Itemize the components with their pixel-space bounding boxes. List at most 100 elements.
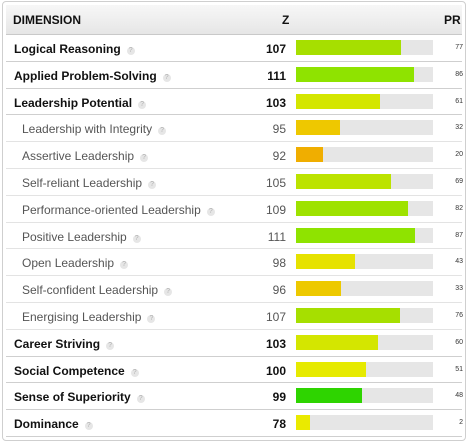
table-row: Energising Leadership? 107 76 bbox=[6, 303, 463, 330]
percentile-rank: 76 bbox=[455, 311, 463, 319]
dimension-label: Career Striving? bbox=[14, 336, 115, 351]
results-panel: DIMENSION Z PR Logical Reasoning? 107 77 Ap… bbox=[2, 1, 466, 441]
score-bar bbox=[296, 227, 433, 243]
score-bar bbox=[296, 200, 433, 216]
percentile-rank: 2 bbox=[459, 419, 463, 427]
score-bar-fill bbox=[296, 281, 342, 297]
help-icon[interactable]: ? bbox=[132, 234, 141, 243]
percentile-rank: 69 bbox=[455, 177, 463, 185]
table-row: Dominance? 78 2 bbox=[6, 410, 463, 437]
percentile-rank: 48 bbox=[455, 392, 463, 400]
score-bar bbox=[296, 415, 433, 431]
dimension-label: Sense of Superiority? bbox=[14, 390, 145, 404]
table-row: Sense of Superiority? 99 48 bbox=[6, 383, 463, 411]
z-score: 100 bbox=[265, 363, 286, 378]
dimension-label: Positive Leadership? bbox=[22, 230, 141, 244]
score-bar bbox=[296, 361, 433, 377]
percentile-rank: 77 bbox=[455, 44, 463, 51]
score-bar bbox=[296, 388, 433, 404]
dimension-name: Sense of Superiority bbox=[14, 390, 131, 405]
z-score: 109 bbox=[265, 202, 286, 217]
dimension-name: Leadership with Integrity bbox=[22, 122, 153, 137]
dimension-label: Performance-oriented Leadership? bbox=[22, 203, 215, 217]
header-z: Z bbox=[282, 13, 290, 27]
help-icon[interactable]: ? bbox=[140, 154, 149, 163]
dimension-label: Self-reliant Leadership? bbox=[22, 176, 157, 190]
dimension-label: Open Leadership? bbox=[22, 256, 129, 270]
z-score: 96 bbox=[272, 283, 286, 298]
help-icon[interactable]: ? bbox=[136, 395, 145, 404]
z-score: 107 bbox=[265, 42, 286, 56]
table-row: Assertive Leadership? 92 20 bbox=[6, 142, 463, 169]
score-bar bbox=[296, 281, 433, 297]
score-bar bbox=[296, 93, 433, 109]
percentile-rank: 33 bbox=[455, 285, 463, 293]
help-icon[interactable]: ? bbox=[120, 261, 129, 270]
dimension-name: Positive Leadership bbox=[22, 229, 127, 244]
help-icon[interactable]: ? bbox=[106, 341, 115, 350]
help-icon[interactable]: ? bbox=[130, 368, 139, 377]
percentile-rank: 43 bbox=[455, 258, 463, 266]
help-icon[interactable]: ? bbox=[164, 288, 173, 297]
score-bar-fill bbox=[296, 120, 340, 136]
dimension-name: Performance-oriented Leadership bbox=[22, 202, 201, 217]
score-bar-fill bbox=[296, 361, 366, 377]
dimension-label: Applied Problem-Solving? bbox=[14, 69, 171, 83]
help-icon[interactable]: ? bbox=[148, 180, 157, 189]
z-score: 105 bbox=[265, 175, 286, 190]
dimension-rows: Logical Reasoning? 107 77 Applied Problem-S… bbox=[6, 35, 463, 437]
score-bar bbox=[296, 307, 433, 323]
score-bar-fill bbox=[296, 93, 380, 109]
score-bar-fill bbox=[296, 388, 362, 404]
header-dimension: DIMENSION bbox=[13, 13, 82, 27]
table-row: Logical Reasoning? 107 77 bbox=[6, 35, 463, 62]
z-score: 98 bbox=[272, 256, 286, 271]
score-bar-fill bbox=[296, 200, 409, 216]
score-bar-fill bbox=[296, 254, 355, 270]
dimension-name: Assertive Leadership bbox=[22, 149, 135, 164]
table-row: Open Leadership? 98 43 bbox=[6, 249, 463, 277]
z-score: 78 bbox=[272, 417, 286, 432]
percentile-rank: 51 bbox=[455, 365, 463, 373]
dimension-name: Energising Leadership bbox=[22, 309, 142, 324]
percentile-rank: 82 bbox=[455, 204, 463, 212]
help-icon[interactable]: ? bbox=[138, 100, 147, 109]
score-bar-fill bbox=[296, 415, 310, 431]
score-bar bbox=[296, 40, 433, 55]
percentile-rank: 32 bbox=[455, 124, 463, 132]
score-bar bbox=[296, 66, 433, 82]
z-score: 103 bbox=[265, 95, 286, 110]
z-score: 111 bbox=[267, 229, 286, 244]
dimension-label: Energising Leadership? bbox=[22, 309, 156, 324]
dimension-label: Leadership with Integrity? bbox=[22, 122, 167, 137]
z-score: 99 bbox=[272, 390, 286, 405]
dimension-name: Applied Problem-Solving bbox=[14, 68, 157, 83]
table-row: Leadership Potential? 103 61 bbox=[6, 89, 463, 116]
table-row: Leadership with Integrity? 95 32 bbox=[6, 115, 463, 143]
score-bar-fill bbox=[296, 334, 379, 350]
score-bar-fill bbox=[296, 173, 391, 189]
dimension-label: Logical Reasoning? bbox=[14, 42, 135, 56]
score-bar bbox=[296, 173, 433, 189]
header-pr: PR bbox=[444, 13, 461, 27]
percentile-rank: 20 bbox=[455, 151, 463, 159]
help-icon[interactable]: ? bbox=[162, 73, 171, 82]
table-row: Social Competence? 100 51 bbox=[6, 357, 463, 384]
help-icon[interactable]: ? bbox=[126, 47, 135, 55]
help-icon[interactable]: ? bbox=[147, 314, 156, 323]
z-score: 107 bbox=[265, 309, 286, 324]
score-bar-fill bbox=[296, 307, 401, 323]
table-header: DIMENSION Z PR bbox=[6, 5, 462, 35]
table-row: Applied Problem-Solving? 111 86 bbox=[6, 62, 463, 89]
dimension-label: Dominance? bbox=[14, 417, 93, 431]
help-icon[interactable]: ? bbox=[84, 422, 93, 431]
help-icon[interactable]: ? bbox=[206, 207, 215, 216]
dimension-name: Career Striving bbox=[14, 336, 101, 351]
percentile-rank: 60 bbox=[455, 338, 463, 346]
percentile-rank: 61 bbox=[455, 97, 463, 105]
score-bar bbox=[296, 147, 433, 163]
help-icon[interactable]: ? bbox=[158, 127, 167, 136]
score-bar bbox=[296, 334, 433, 350]
score-bar bbox=[296, 120, 433, 136]
dimension-name: Self-confident Leadership bbox=[22, 283, 159, 298]
